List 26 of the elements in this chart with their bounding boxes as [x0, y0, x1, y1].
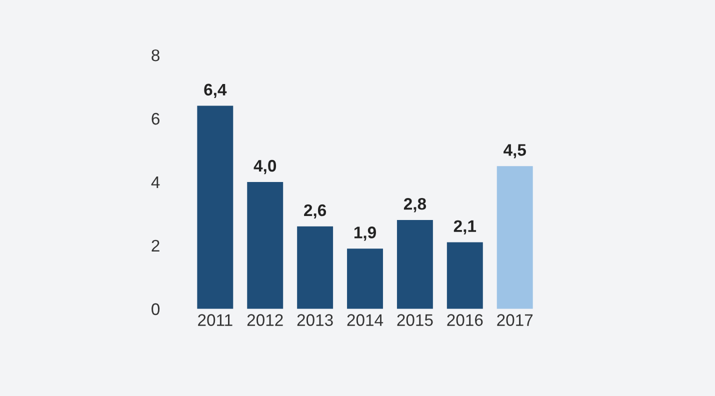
x-tick-label: 2017 [497, 314, 533, 326]
x-tick-label: 2014 [347, 314, 384, 326]
bar [347, 248, 383, 309]
data-label: 4,5 [504, 144, 526, 158]
data-label: 4,0 [254, 160, 276, 174]
data-label: 1,9 [354, 226, 376, 241]
bar [297, 226, 334, 309]
bar [446, 242, 483, 309]
bar [396, 220, 433, 309]
y-tick-label: 2 [152, 240, 160, 252]
x-tick-label: 2015 [397, 314, 433, 326]
x-tick-label: 2013 [297, 314, 333, 326]
x-tick-label: 2012 [247, 314, 283, 326]
y-tick-label: 0 [152, 303, 160, 316]
y-tick-label: 4 [151, 176, 160, 188]
data-label: 6,4 [204, 84, 227, 98]
bar [197, 106, 234, 309]
y-tick-label: 8 [152, 49, 160, 62]
bar [496, 166, 533, 309]
y-tick-label: 6 [152, 112, 160, 125]
data-label: 2,1 [454, 220, 476, 234]
bar [247, 182, 284, 309]
x-tick-label: 2016 [447, 314, 483, 326]
x-tick-label: 2011 [198, 314, 232, 326]
data-label: 2,8 [404, 198, 426, 212]
data-label: 2,6 [304, 204, 326, 219]
